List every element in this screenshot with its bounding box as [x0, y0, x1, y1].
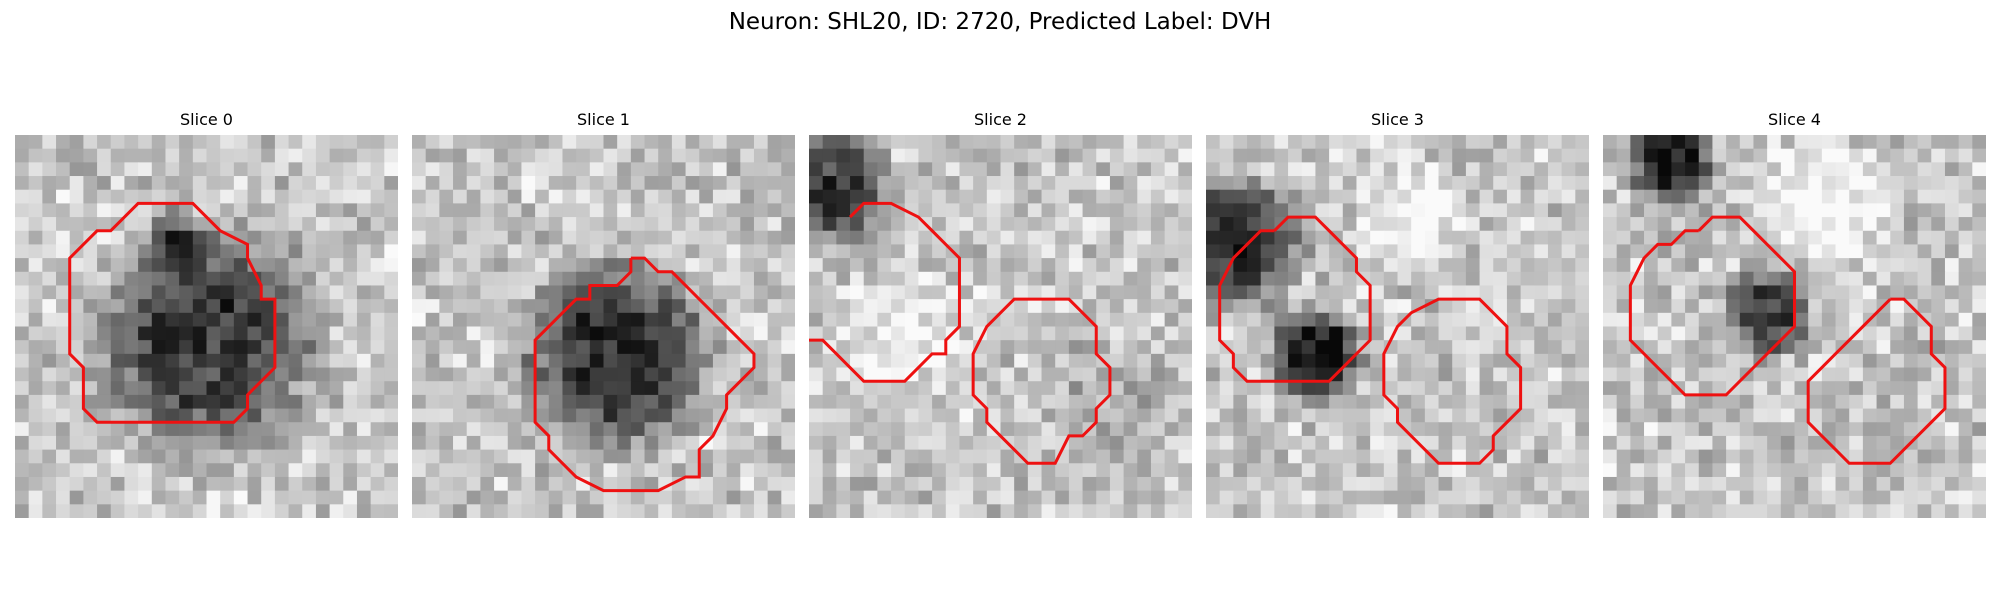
slice-panel-4: Slice 4: [1603, 108, 1986, 518]
slice-panel-0: Slice 0: [15, 108, 398, 518]
slice-title-4: Slice 4: [1768, 110, 1821, 129]
figure-title: Neuron: SHL20, ID: 2720, Predicted Label…: [728, 9, 1272, 35]
slice-title-3: Slice 3: [1371, 110, 1424, 129]
slice-image-3: [1206, 135, 1589, 518]
pixel-grid: [1206, 135, 1589, 518]
slice-image-1: [412, 135, 795, 518]
slice-panel-3: Slice 3: [1206, 108, 1589, 518]
slice-panel-1: Slice 1: [412, 108, 795, 518]
cell-contour-0: [809, 201, 961, 383]
slice-image-4: [1603, 135, 1986, 518]
slice-image-0: [15, 135, 398, 518]
slice-panel-2: Slice 2: [809, 108, 1192, 518]
pixel-grid: [1603, 135, 1986, 518]
pixel-grid: [809, 135, 1192, 518]
pixel-grid: [412, 135, 795, 518]
slice-title-0: Slice 0: [180, 110, 233, 129]
cell-contour-0: [533, 256, 756, 493]
cell-contour-0: [68, 201, 277, 424]
cell-contour-1: [971, 297, 1112, 465]
cell-contour-1: [1382, 297, 1523, 465]
slice-image-2: [809, 135, 1192, 518]
cell-contour-1: [1806, 297, 1947, 465]
cell-contour-0: [1218, 215, 1372, 383]
pixel-grid: [15, 135, 398, 518]
cell-contour-0: [1628, 215, 1797, 397]
slice-title-2: Slice 2: [974, 110, 1027, 129]
slice-title-1: Slice 1: [577, 110, 630, 129]
